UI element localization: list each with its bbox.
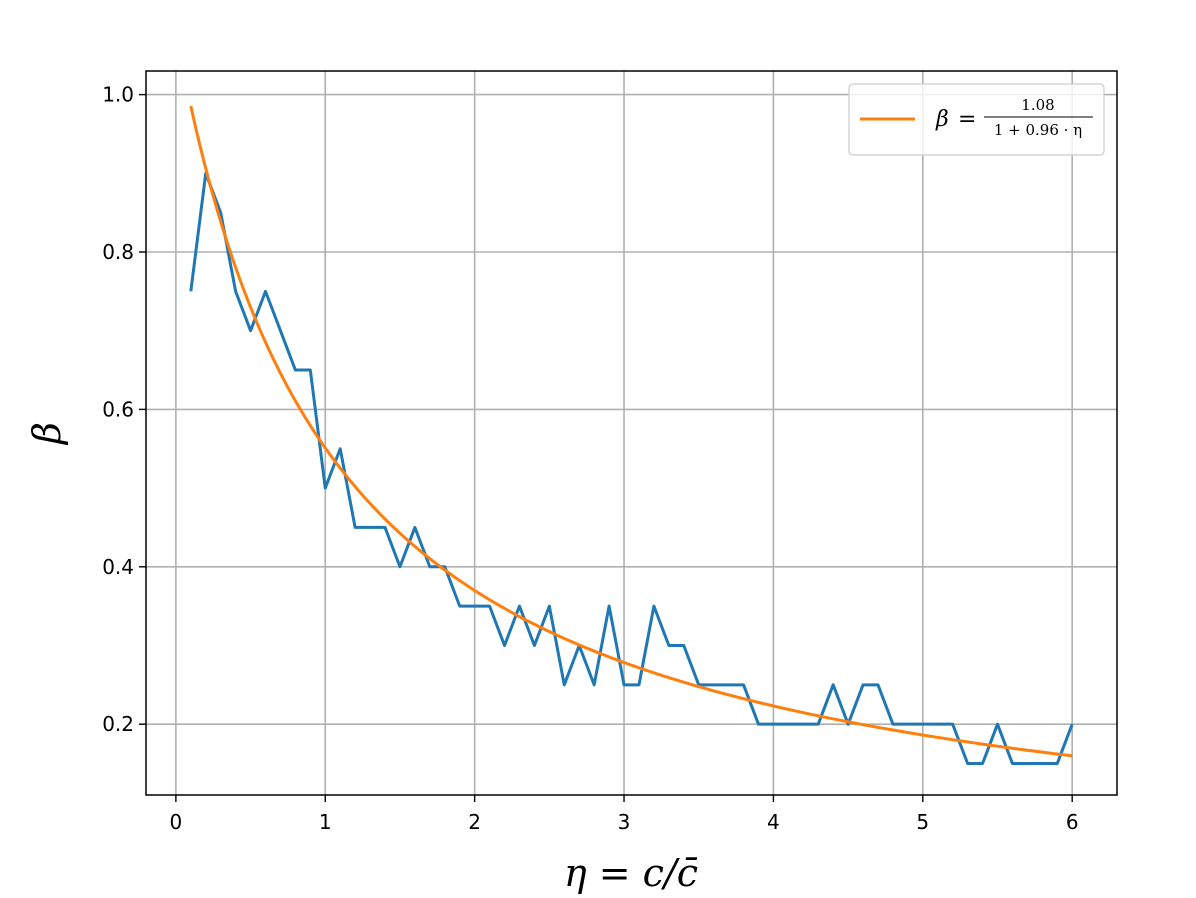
x-tick-label: 0 (170, 810, 183, 834)
x-tick-label: 1 (319, 810, 332, 834)
y-tick-label: 0.4 (102, 555, 134, 579)
y-tick-label: 1.0 (102, 83, 134, 107)
x-tick-label: 6 (1066, 810, 1079, 834)
series-line-fit (189, 105, 1073, 758)
grid (146, 71, 1117, 795)
series-layer (189, 105, 1074, 766)
series-line-data (189, 171, 1074, 766)
y-tick-label: 0.6 (102, 397, 134, 421)
legend-equals: = (958, 107, 976, 132)
y-tick-label: 0.8 (102, 240, 134, 264)
plot-frame (145, 70, 1118, 796)
x-axis-label: η = c/c̄ (564, 851, 698, 895)
legend: β = 1.08 1 + 0.96 · η (848, 83, 1105, 156)
x-tick-label: 5 (916, 810, 929, 834)
x-tick-label: 4 (767, 810, 780, 834)
y-tick-label: 0.2 (102, 712, 134, 736)
x-tick-label: 2 (468, 810, 481, 834)
y-axis-label: β (25, 422, 69, 446)
legend-beta: β (935, 107, 949, 132)
x-tick-label: 3 (618, 810, 631, 834)
legend-numerator: 1.08 (1021, 96, 1054, 114)
legend-denominator: 1 + 0.96 · η (994, 121, 1082, 139)
legend-box (848, 83, 1105, 156)
ticks: 0 1 2 3 4 5 6 0.2 0.4 0.6 0.8 1.0 (102, 83, 1078, 834)
